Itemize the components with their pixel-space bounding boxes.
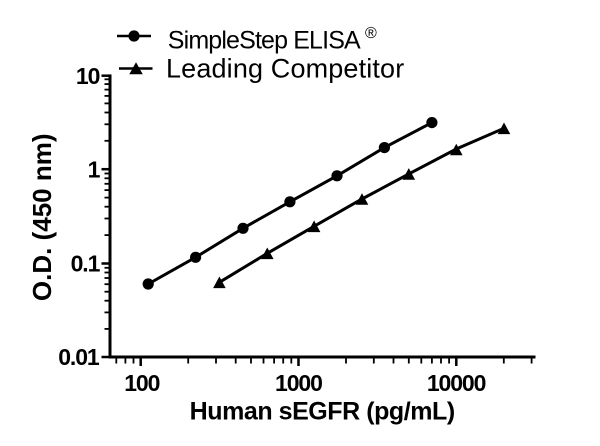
svg-text:®: ® bbox=[365, 25, 377, 42]
svg-text:Human sEGFR (pg/mL): Human sEGFR (pg/mL) bbox=[190, 398, 455, 426]
svg-text:100: 100 bbox=[124, 370, 159, 396]
svg-text:0.01: 0.01 bbox=[58, 344, 100, 370]
svg-text:O.D. (450 nm): O.D. (450 nm) bbox=[27, 134, 57, 302]
svg-text:10000: 10000 bbox=[427, 370, 486, 396]
svg-text:Leading Competitor: Leading Competitor bbox=[166, 54, 404, 84]
svg-text:10: 10 bbox=[76, 63, 100, 89]
svg-text:SimpleStep ELISA: SimpleStep ELISA bbox=[168, 27, 361, 55]
svg-text:1000: 1000 bbox=[275, 370, 322, 396]
svg-text:1: 1 bbox=[88, 157, 101, 183]
svg-text:0.1: 0.1 bbox=[71, 251, 101, 277]
